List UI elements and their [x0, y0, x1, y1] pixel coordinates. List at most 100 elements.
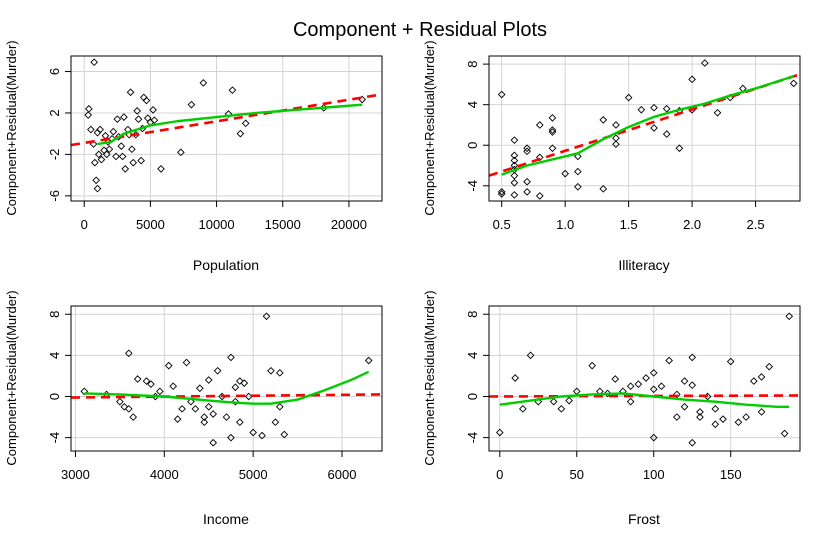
data-point: [200, 418, 209, 427]
panel-1: 0 5000 10000 15000 20000 -6 -2 2 6 Population Comp…: [4, 40, 383, 273]
data-point: [680, 377, 689, 385]
data-point: [142, 96, 151, 105]
data-point: [497, 188, 506, 196]
data-point: [765, 362, 774, 371]
data-point: [713, 108, 722, 117]
data-point: [510, 191, 519, 199]
panel-4: 0 50 100 150 -4 0 4 8 Frost Component+Residual(Mu…: [422, 290, 801, 527]
data-point: [749, 377, 758, 385]
data-point: [164, 361, 173, 370]
data-point: [93, 128, 102, 137]
data-point: [199, 79, 208, 87]
y-tick-label: 0: [47, 393, 62, 400]
data-point: [235, 418, 244, 427]
data-point: [157, 165, 165, 173]
data-point: [96, 125, 104, 134]
data-point: [688, 353, 697, 362]
data-point: [742, 413, 750, 421]
data-point: [249, 428, 257, 437]
x-tick-label: 2.5: [747, 217, 765, 232]
plot-frame: [70, 305, 383, 452]
data-point: [177, 148, 185, 157]
data-point: [182, 358, 191, 367]
data-point: [650, 103, 658, 112]
data-point: [574, 152, 582, 161]
data-point: [523, 188, 531, 196]
data-point: [173, 415, 182, 423]
data-point: [240, 379, 249, 387]
data-point: [105, 145, 114, 154]
data-point: [642, 374, 650, 382]
points: [84, 58, 366, 193]
data-point: [112, 152, 120, 161]
data-point: [726, 357, 735, 366]
data-point: [209, 410, 218, 418]
data-point: [634, 380, 643, 388]
data-point: [519, 405, 527, 413]
data-point: [626, 382, 635, 391]
x-tick-label: 100: [643, 467, 665, 482]
figure-title: Component + Residual Plots: [293, 19, 547, 41]
x-tick-label: 0.5: [493, 217, 511, 232]
data-point: [510, 171, 519, 180]
x-tick-label: 150: [720, 467, 742, 482]
data-point: [734, 418, 743, 427]
data-point: [626, 397, 635, 406]
y-tick-label: -4: [465, 180, 480, 192]
data-point: [196, 384, 204, 393]
x-tick-label: 4000: [150, 467, 179, 482]
data-point: [231, 397, 240, 406]
data-point: [688, 438, 697, 447]
fits: [489, 392, 800, 408]
x-axis-label: Population: [193, 257, 259, 273]
data-point: [120, 402, 129, 411]
smooth-fit-line: [499, 392, 790, 408]
data-point: [93, 184, 102, 193]
data-point: [603, 389, 612, 398]
data-point: [511, 374, 520, 382]
data-point: [142, 377, 151, 385]
data-point: [719, 415, 727, 423]
data-point: [680, 402, 689, 411]
data-point: [711, 405, 720, 413]
data-point: [102, 150, 111, 159]
data-point: [624, 93, 633, 102]
x-tick-label: 5000: [239, 467, 268, 482]
data-point: [548, 144, 557, 153]
data-point: [612, 121, 620, 129]
data-point: [657, 382, 666, 391]
data-point: [241, 119, 250, 128]
data-point: [275, 369, 284, 377]
data-point: [523, 177, 531, 186]
data-point: [649, 433, 658, 442]
data-point: [209, 438, 218, 447]
smooth-fit-line: [84, 370, 370, 405]
data-point: [495, 428, 504, 437]
data-point: [662, 130, 671, 138]
data-point: [757, 408, 766, 416]
data-point: [510, 161, 519, 170]
data-point: [262, 312, 271, 321]
data-point: [124, 349, 133, 358]
data-point: [227, 353, 235, 362]
data-point: [100, 146, 108, 155]
smooth-fit-line: [97, 103, 363, 146]
data-point: [574, 182, 582, 191]
data-point: [231, 383, 240, 392]
y-tick-label: 0: [465, 142, 480, 149]
points: [497, 59, 798, 200]
data-point: [128, 145, 136, 154]
data-point: [258, 431, 266, 440]
data-point: [147, 380, 155, 388]
data-point: [213, 366, 222, 375]
data-point: [133, 375, 142, 383]
data-point: [523, 144, 531, 153]
data-point: [612, 134, 620, 142]
smooth-fit-line: [501, 75, 795, 176]
data-point: [672, 413, 681, 421]
x-tick-label: 2.0: [683, 217, 701, 232]
x-tick-label: 15000: [265, 217, 301, 232]
data-point: [696, 413, 704, 421]
data-point: [224, 110, 233, 118]
